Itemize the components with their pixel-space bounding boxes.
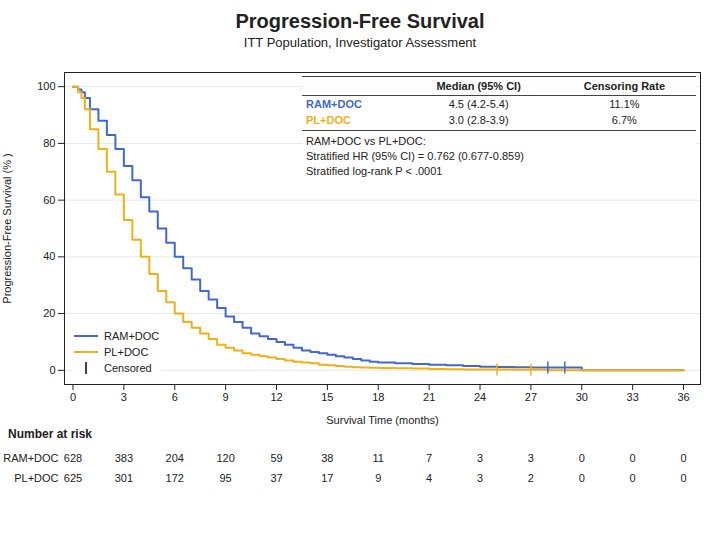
svg-text:204: 204	[166, 452, 184, 464]
svg-text:100: 100	[37, 80, 55, 92]
svg-text:PL+DOC: PL+DOC	[14, 472, 58, 484]
svg-text:21: 21	[423, 391, 435, 403]
svg-text:3: 3	[121, 391, 127, 403]
svg-text:Progression-Free Survival (% ): Progression-Free Survival (% )	[1, 153, 13, 303]
html-text:6.7%: 6.7%	[611, 114, 637, 126]
svg-text:60: 60	[43, 194, 55, 206]
svg-text:172: 172	[166, 472, 184, 484]
svg-text:30: 30	[576, 391, 588, 403]
html-text:Median (95% CI): Median (95% CI)	[436, 80, 521, 92]
svg-text:12: 12	[270, 391, 282, 403]
svg-text:33: 33	[627, 391, 639, 403]
svg-text:2: 2	[528, 472, 534, 484]
svg-text:0: 0	[70, 391, 76, 403]
html-text:4.5 (4.2-5.4): 4.5 (4.2-5.4)	[448, 98, 509, 110]
svg-text:37: 37	[270, 472, 282, 484]
svg-text:9: 9	[375, 472, 381, 484]
html-text:Progression-Free Survival: Progression-Free Survival	[235, 10, 485, 32]
svg-text:3: 3	[477, 472, 483, 484]
svg-text:301: 301	[115, 472, 133, 484]
svg-text:59: 59	[270, 452, 282, 464]
svg-text:36: 36	[677, 391, 689, 403]
svg-text:0: 0	[579, 472, 585, 484]
svg-text:0: 0	[680, 452, 686, 464]
svg-text:38: 38	[321, 452, 333, 464]
html-text:Censoring Rate: Censoring Rate	[583, 80, 665, 92]
svg-text:40: 40	[43, 250, 55, 262]
html-text:3.0 (2.8-3.9): 3.0 (2.8-3.9)	[448, 114, 509, 126]
html-text:PL+DOC: PL+DOC	[104, 346, 149, 358]
svg-text:9: 9	[223, 391, 229, 403]
svg-text:6: 6	[172, 391, 178, 403]
svg-text:18: 18	[372, 391, 384, 403]
svg-text:80: 80	[43, 137, 55, 149]
svg-text:3: 3	[477, 452, 483, 464]
svg-text:24: 24	[474, 391, 486, 403]
svg-text:17: 17	[321, 472, 333, 484]
html-text:RAM+DOC vs PL+DOC: Stratified: RAM+DOC vs PL+DOC: Stratified HR (95% CI…	[306, 135, 524, 177]
html-text:PL+DOC: PL+DOC	[306, 114, 351, 126]
svg-text:0: 0	[579, 452, 585, 464]
svg-text:7: 7	[426, 452, 432, 464]
html-text:Number at risk: Number at risk	[8, 427, 92, 441]
svg-text:15: 15	[321, 391, 333, 403]
svg-text:95: 95	[219, 472, 231, 484]
html-text:11.1%: 11.1%	[609, 98, 640, 110]
svg-text:383: 383	[115, 452, 133, 464]
svg-text:120: 120	[216, 452, 234, 464]
svg-text:3: 3	[528, 452, 534, 464]
svg-text:628: 628	[64, 452, 82, 464]
html-text:ITT Population, Investigator A: ITT Population, Investigator Assessment	[243, 35, 477, 50]
svg-text:0: 0	[630, 452, 636, 464]
svg-text:4: 4	[426, 472, 432, 484]
svg-text:RAM+DOC: RAM+DOC	[3, 452, 58, 464]
svg-text:11: 11	[373, 452, 384, 464]
html-text:RAM+DOC: RAM+DOC	[306, 98, 362, 110]
svg-text:27: 27	[525, 391, 537, 403]
svg-text:0: 0	[49, 364, 55, 376]
svg-text:Survival Time (months): Survival Time (months)	[326, 414, 438, 426]
svg-text:0: 0	[680, 472, 686, 484]
svg-text:20: 20	[43, 307, 55, 319]
svg-text:625: 625	[64, 472, 82, 484]
html-text:Censored: Censored	[104, 362, 152, 374]
svg-text:0: 0	[630, 472, 636, 484]
html-text:RAM+DOC: RAM+DOC	[104, 330, 160, 342]
